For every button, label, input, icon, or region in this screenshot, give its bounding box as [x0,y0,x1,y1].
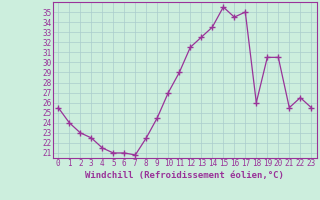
X-axis label: Windchill (Refroidissement éolien,°C): Windchill (Refroidissement éolien,°C) [85,171,284,180]
